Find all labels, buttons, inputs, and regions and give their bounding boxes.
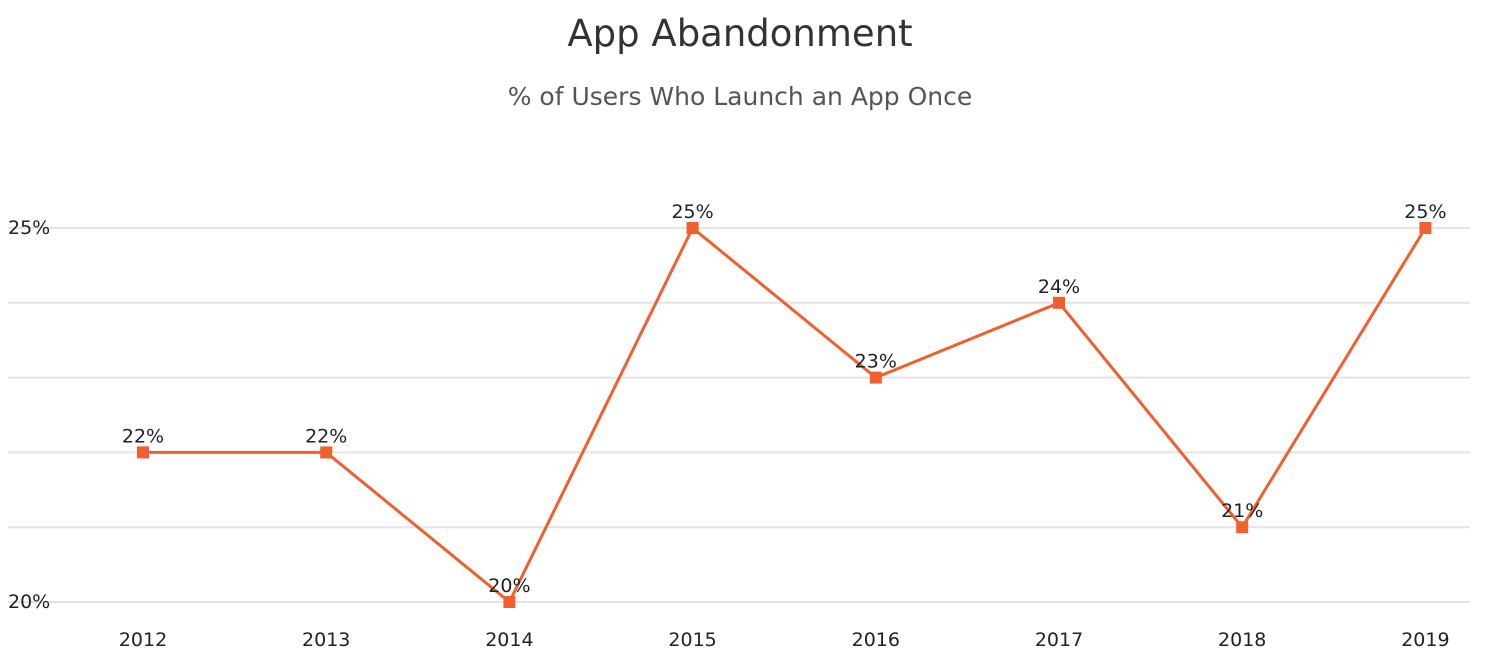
data-point-marker [869,371,882,384]
data-label: 22% [122,425,164,447]
data-label: 25% [671,201,713,223]
x-tick-label: 2016 [852,629,900,651]
series-line [143,225,1427,605]
gridlines [8,227,1470,603]
data-label: 23% [855,351,897,373]
data-markers [137,222,1432,608]
data-point-marker [320,446,333,459]
data-label: 24% [1038,276,1080,298]
x-tick-label: 2018 [1218,629,1266,651]
data-label: 20% [488,575,530,597]
data-label: 21% [1221,500,1263,522]
x-tick-label: 2014 [485,629,533,651]
x-tick-label: 2017 [1035,629,1083,651]
x-tick-label: 2012 [119,629,167,651]
data-point-marker [503,596,516,608]
data-label: 22% [305,425,347,447]
data-point-marker [137,446,149,459]
data-label: 25% [1404,201,1446,223]
x-tick-label: 2015 [668,629,716,651]
y-tick-label: 25% [8,217,50,239]
x-axis-ticks: 2012 2013 2014 2015 2016 2017 2018 2019 [119,629,1450,651]
x-tick-label: 2013 [302,629,350,651]
x-tick-label: 2019 [1401,629,1449,651]
data-point-marker [1053,296,1065,309]
data-point-marker [1236,521,1249,534]
series-line-path [143,225,1427,605]
y-tick-label: 20% [8,591,50,613]
data-point-marker [1419,222,1432,234]
y-axis-ticks: 20% 25% [8,217,50,613]
chart-subtitle: % of Users Who Launch an App Once [507,82,973,111]
data-point-marker [686,222,699,234]
data-labels: 22% 22% 20% 25% 23% 24% 21% 25% [122,201,1447,597]
chart-title: App Abandonment [567,12,913,55]
